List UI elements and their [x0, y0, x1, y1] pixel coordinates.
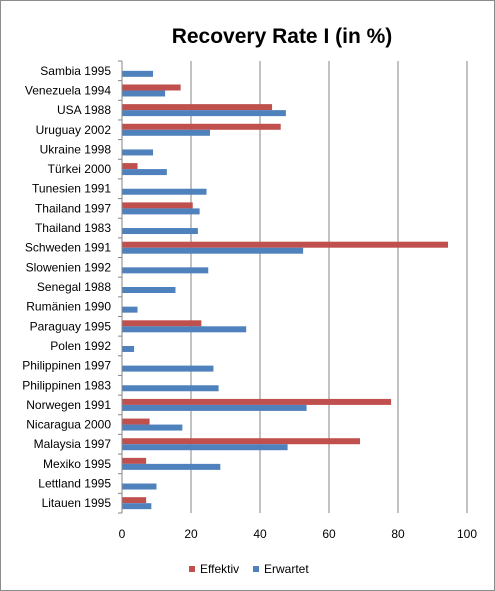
category-label: Paraguay 1995 [30, 319, 112, 333]
bar-erwartet [122, 444, 288, 451]
bar-effektiv [122, 457, 147, 464]
x-tick-label: 100 [457, 527, 477, 541]
bar-effektiv [122, 104, 273, 111]
category-label: Thailand 1983 [35, 221, 111, 235]
bar-erwartet [122, 463, 221, 470]
bar-erwartet [122, 188, 207, 195]
x-tick-label: 60 [322, 527, 336, 541]
category-label: Norwegen 1991 [26, 398, 111, 412]
x-tick-label: 0 [119, 527, 126, 541]
bar-erwartet [122, 287, 176, 293]
bar-erwartet [122, 149, 154, 156]
x-tick-label: 40 [253, 527, 267, 541]
bar-erwartet [122, 326, 247, 333]
bar-effektiv [122, 497, 147, 504]
category-label: Tunesien 1991 [32, 182, 111, 196]
category-label: Lettland 1995 [38, 477, 111, 491]
legend-label-effektiv: Effektiv [200, 562, 239, 576]
bar-effektiv [122, 320, 202, 327]
bar-erwartet [122, 365, 214, 372]
bar-erwartet [122, 483, 157, 490]
category-label: Ukraine 1998 [40, 142, 112, 156]
category-label: Venezuela 1994 [25, 83, 111, 97]
bar-erwartet [122, 345, 135, 352]
bar-erwartet [122, 90, 166, 97]
bar-erwartet [122, 208, 200, 215]
bar-effektiv [122, 202, 193, 209]
category-label: Malaysia 1997 [34, 437, 112, 451]
bar-effektiv [122, 398, 392, 405]
category-label: USA 1988 [57, 103, 111, 117]
bar-erwartet [122, 385, 219, 392]
bar-erwartet [122, 404, 307, 411]
category-label: Senegal 1988 [37, 280, 111, 294]
category-label: Philippinen 1983 [22, 378, 111, 392]
category-label: Mexiko 1995 [43, 457, 111, 471]
bar-effektiv [122, 438, 361, 445]
bar-erwartet [122, 267, 209, 274]
legend-swatch-effektiv [189, 566, 195, 572]
category-label: Litauen 1995 [42, 496, 112, 510]
category-label: Uruguay 2002 [36, 123, 112, 137]
category-label: Sambia 1995 [40, 64, 111, 78]
bar-erwartet [122, 306, 138, 313]
bar-effektiv [122, 418, 150, 425]
bar-erwartet [122, 169, 167, 176]
category-label: Philippinen 1997 [22, 359, 111, 373]
category-label: Slowenien 1992 [26, 260, 112, 274]
bar-erwartet [122, 70, 154, 77]
bar-erwartet [122, 228, 198, 235]
category-label: Nicaragua 2000 [26, 418, 111, 432]
x-tick-label: 20 [184, 527, 198, 541]
chart-title: Recovery Rate I (in %) [172, 25, 393, 48]
bar-erwartet [122, 110, 286, 117]
bar-effektiv [122, 123, 281, 130]
category-label: Türkei 2000 [48, 162, 112, 176]
category-label: Schweden 1991 [25, 241, 111, 255]
legend-swatch-erwartet [253, 566, 259, 572]
legend-label-erwartet: Erwartet [264, 562, 309, 576]
bar-effektiv [122, 84, 181, 91]
category-label: Rumänien 1990 [26, 300, 111, 314]
bar-erwartet [122, 424, 183, 431]
bar-erwartet [122, 247, 304, 254]
bar-erwartet [122, 129, 210, 136]
bar-effektiv [122, 241, 449, 248]
category-label: Polen 1992 [50, 339, 111, 353]
category-label: Thailand 1997 [35, 201, 111, 215]
bar-erwartet [122, 503, 152, 510]
x-tick-label: 80 [391, 527, 405, 541]
bar-effektiv [122, 163, 138, 170]
